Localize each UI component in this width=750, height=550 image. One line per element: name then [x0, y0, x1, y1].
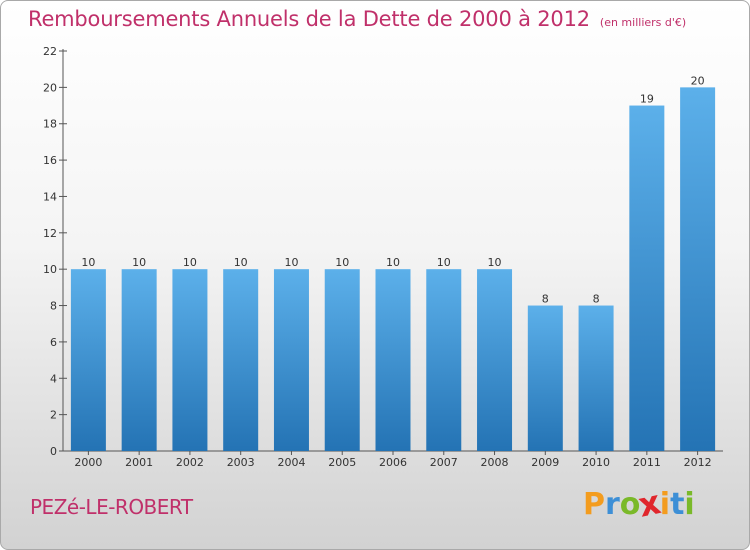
x-tick-label: 2004 — [277, 456, 305, 469]
bar — [629, 105, 665, 451]
bar-value-label: 10 — [437, 256, 451, 269]
bar — [273, 269, 309, 451]
bar-value-label: 10 — [234, 256, 248, 269]
chart-title: Remboursements Annuels de la Dette de 20… — [28, 7, 686, 31]
bar — [527, 305, 563, 451]
brand-logo: Proxiti — [583, 483, 695, 525]
x-tick-label: 2003 — [227, 456, 255, 469]
y-tick-label: 14 — [43, 190, 57, 203]
bar-value-label: 10 — [386, 256, 400, 269]
bar — [375, 269, 411, 451]
x-tick-label: 2002 — [176, 456, 204, 469]
y-tick-label: 0 — [50, 445, 57, 458]
bar — [223, 269, 259, 451]
brand-letter: i — [659, 487, 671, 522]
y-tick-label: 18 — [43, 118, 57, 131]
bar-value-label: 8 — [542, 293, 549, 306]
x-tick-label: 2006 — [379, 456, 407, 469]
x-tick-label: 2005 — [328, 456, 356, 469]
x-tick-label: 2001 — [125, 456, 153, 469]
bar — [426, 269, 462, 451]
bar-value-label: 20 — [691, 74, 705, 87]
bar-value-label: 10 — [335, 256, 349, 269]
bar-value-label: 8 — [593, 293, 600, 306]
y-tick-label: 4 — [50, 372, 57, 385]
x-tick-label: 2000 — [74, 456, 102, 469]
chart-unit-label: (en milliers d'€) — [599, 16, 687, 29]
bar-value-label: 10 — [132, 256, 146, 269]
bar — [578, 305, 614, 451]
chart-title-main: Remboursements Annuels de la Dette de 20… — [28, 7, 590, 31]
y-tick-label: 8 — [50, 300, 57, 313]
town-name: PEZé-LE-ROBERT — [30, 495, 193, 519]
bar-value-label: 10 — [284, 256, 298, 269]
y-tick-label: 12 — [43, 227, 57, 240]
bar — [121, 269, 157, 451]
bar — [70, 269, 106, 451]
x-tick-label: 2007 — [430, 456, 458, 469]
bar-value-label: 19 — [640, 93, 654, 106]
brand-letter: o — [619, 487, 641, 522]
x-tick-label: 2010 — [582, 456, 610, 469]
brand-letter: i — [684, 487, 695, 522]
y-tick-label: 16 — [43, 154, 57, 167]
bar-value-label: 10 — [81, 256, 95, 269]
bar — [477, 269, 513, 451]
y-tick-label: 22 — [43, 45, 57, 58]
x-tick-label: 2011 — [633, 456, 661, 469]
brand-letter: t — [670, 487, 685, 522]
bar-value-label: 10 — [488, 256, 502, 269]
y-tick-label: 10 — [43, 263, 57, 276]
x-tick-label: 2012 — [684, 456, 712, 469]
bar — [172, 269, 208, 451]
y-tick-label: 20 — [43, 81, 57, 94]
y-tick-label: 6 — [50, 336, 57, 349]
bar — [324, 269, 360, 451]
y-tick-label: 2 — [50, 409, 57, 422]
bar — [680, 87, 716, 451]
brand-letter: r — [605, 487, 620, 522]
bar-value-label: 10 — [183, 256, 197, 269]
brand-letter: P — [583, 487, 605, 522]
x-tick-label: 2009 — [531, 456, 559, 469]
x-tick-label: 2008 — [481, 456, 509, 469]
